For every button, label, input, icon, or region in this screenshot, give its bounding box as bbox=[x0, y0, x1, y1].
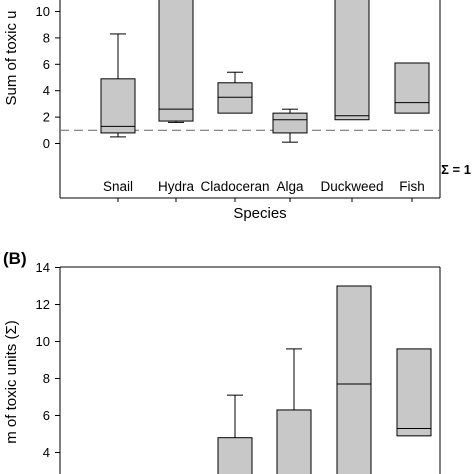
box-1-2 bbox=[158, 0, 194, 122]
y-tick-label: 6 bbox=[43, 57, 50, 72]
box-1-6 bbox=[394, 62, 430, 114]
box-1-5 bbox=[334, 0, 370, 121]
x-category-label: Fish bbox=[399, 179, 425, 194]
y-axis-title: m of toxic units (Σ) bbox=[3, 320, 20, 443]
y-tick-label: 2 bbox=[43, 110, 50, 125]
box-2-3 bbox=[217, 437, 253, 474]
x-category-label: Snail bbox=[103, 179, 133, 194]
x-category-label: Duckweed bbox=[320, 179, 383, 194]
y-tick-label: 10 bbox=[36, 334, 50, 349]
x-category-label: Hydra bbox=[158, 179, 195, 194]
box-2-5 bbox=[336, 285, 372, 474]
reference-line-label: Σ = 1 bbox=[441, 162, 471, 177]
panel-label: (B) bbox=[3, 249, 27, 268]
y-tick-label: 12 bbox=[36, 297, 50, 312]
y-tick-label: 4 bbox=[43, 445, 50, 460]
x-category-label: Cladoceran bbox=[200, 179, 269, 194]
y-axis-title: Sum of toxic u bbox=[3, 10, 20, 105]
y-tick-label: 4 bbox=[43, 83, 50, 98]
y-tick-label: 0 bbox=[43, 136, 50, 151]
box-2-6 bbox=[396, 348, 432, 437]
box-1-4 bbox=[272, 112, 308, 134]
x-axis-title: Species bbox=[233, 205, 286, 222]
y-tick-label: 14 bbox=[36, 260, 50, 275]
x-category-label: Alga bbox=[276, 179, 304, 194]
box-1-1 bbox=[100, 78, 136, 134]
y-tick-label: 8 bbox=[43, 30, 50, 45]
y-tick-label: 8 bbox=[43, 371, 50, 386]
y-tick-label: 6 bbox=[43, 408, 50, 423]
box-2-4 bbox=[276, 409, 312, 474]
box-1-3 bbox=[217, 82, 253, 114]
y-tick-label: 10 bbox=[36, 4, 50, 19]
